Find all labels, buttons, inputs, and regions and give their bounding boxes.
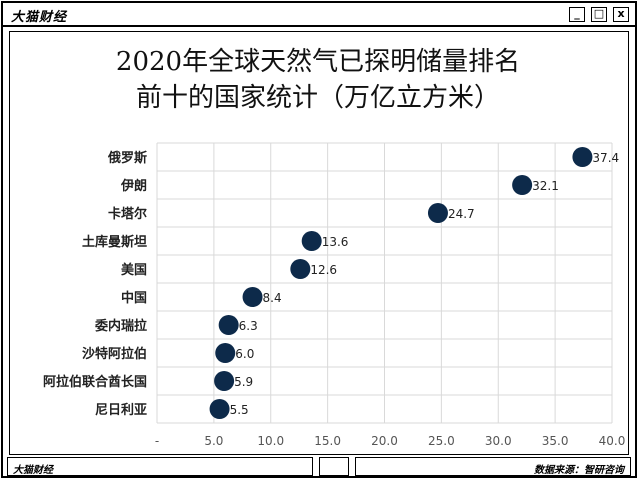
data-point bbox=[215, 343, 236, 363]
data-label: 32.1 bbox=[532, 179, 559, 193]
window-brand: 大猫财经 bbox=[11, 10, 68, 25]
status-left-box: 大猫财经 bbox=[7, 457, 313, 476]
chart-panel: 2020年全球天然气已探明储量排名 前十的国家统计（万亿立方米） - 5.0 10.… bbox=[9, 31, 629, 455]
footer-brand: 大猫财经 bbox=[13, 465, 53, 476]
x-tick-label: 35.0 bbox=[542, 434, 569, 448]
data-label: 6.0 bbox=[235, 347, 254, 361]
data-point bbox=[427, 203, 448, 223]
category-label: 沙特阿拉伯 bbox=[82, 346, 147, 362]
data-label: 13.6 bbox=[322, 235, 349, 249]
x-tick-label: 10.0 bbox=[257, 434, 284, 448]
category-label: 伊朗 bbox=[120, 178, 147, 194]
data-point bbox=[218, 315, 239, 335]
data-point bbox=[214, 371, 235, 391]
data-label: 8.4 bbox=[263, 291, 282, 305]
category-label: 美国 bbox=[121, 262, 147, 278]
data-label: 6.3 bbox=[239, 319, 258, 333]
plot-area: - 5.0 10.0 15.0 20.0 25.0 30.0 35.0 40.0 俄罗斯 37.4 伊… bbox=[43, 142, 626, 448]
x-tick-label: 25.0 bbox=[428, 434, 455, 448]
category-label: 俄罗斯 bbox=[107, 150, 147, 166]
x-tick-label: 5.0 bbox=[204, 434, 223, 448]
x-tick-label: 40.0 bbox=[599, 434, 626, 448]
status-middle-box bbox=[319, 457, 349, 476]
category-label: 尼日利亚 bbox=[95, 402, 147, 418]
chart-svg: 2020年全球天然气已探明储量排名 前十的国家统计（万亿立方米） - 5.0 10.… bbox=[43, 47, 626, 448]
data-point bbox=[290, 259, 311, 279]
x-tick-label: 30.0 bbox=[485, 434, 512, 448]
category-label: 中国 bbox=[121, 290, 147, 306]
data-point bbox=[242, 287, 263, 307]
x-tick-label: 15.0 bbox=[314, 434, 341, 448]
x-tick-label: 20.0 bbox=[371, 434, 398, 448]
footer-source: 数据来源：智研咨询 bbox=[534, 465, 624, 476]
data-label: 5.9 bbox=[234, 375, 253, 389]
data-label: 12.6 bbox=[310, 263, 337, 277]
category-label: 卡塔尔 bbox=[108, 206, 147, 222]
title-bar: 大猫财经 _ □ x bbox=[3, 3, 635, 27]
status-bar: 大猫财经 数据来源：智研咨询 bbox=[3, 457, 635, 477]
chart-title-line-1: 2020年全球天然气已探明储量排名 bbox=[116, 47, 520, 77]
close-button[interactable]: x bbox=[613, 7, 629, 22]
maximize-button[interactable]: □ bbox=[591, 7, 607, 22]
category-label: 委内瑞拉 bbox=[94, 318, 147, 334]
data-label: 5.5 bbox=[230, 403, 249, 417]
status-right-box: 数据来源：智研咨询 bbox=[355, 457, 631, 476]
data-label: 24.7 bbox=[448, 207, 475, 221]
category-label: 土库曼斯坦 bbox=[82, 234, 147, 250]
category-label: 阿拉伯联合酋长国 bbox=[43, 374, 147, 390]
data-point bbox=[572, 147, 593, 167]
data-point bbox=[301, 231, 322, 251]
minimize-button[interactable]: _ bbox=[569, 7, 585, 22]
chart-title-line-2: 前十的国家统计（万亿立方米） bbox=[136, 83, 500, 113]
data-point bbox=[209, 399, 230, 419]
data-label: 37.4 bbox=[592, 151, 619, 165]
data-point bbox=[512, 175, 533, 195]
x-tick-label: - bbox=[155, 434, 159, 448]
